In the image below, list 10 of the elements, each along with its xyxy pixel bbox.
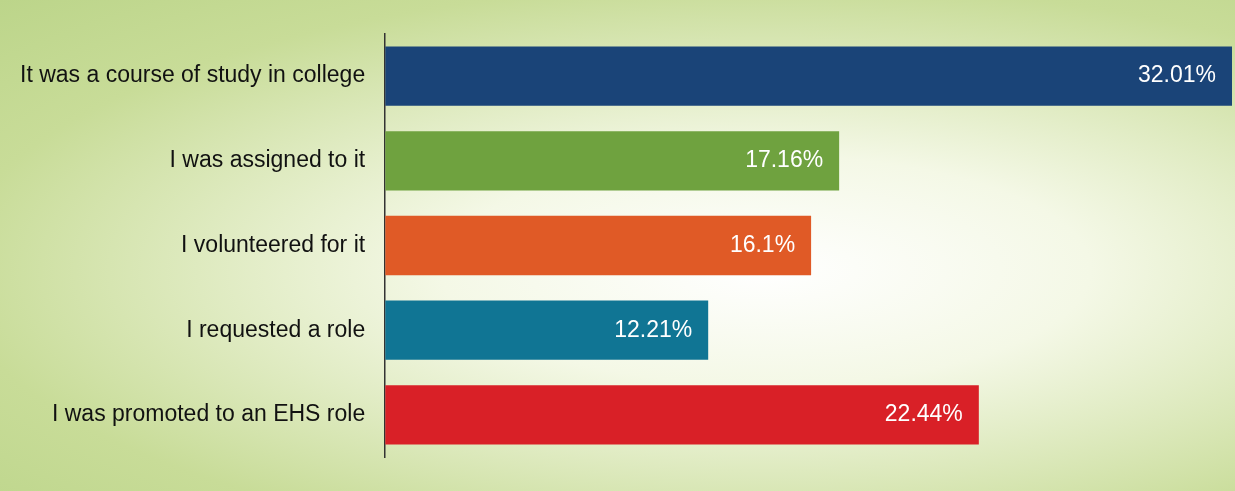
data-label: 22.44% (884, 400, 963, 427)
data-label: 12.21% (614, 315, 693, 342)
y-tick-label: It was a course of study in college (19, 61, 366, 88)
data-label: 17.16% (745, 146, 824, 173)
y-tick-label: I was assigned to it (169, 146, 366, 173)
data-label: 16.1% (729, 230, 796, 257)
data-label: 32.01% (1137, 61, 1216, 88)
y-tick-label: I requested a role (186, 315, 366, 342)
y-tick-label: I volunteered for it (181, 230, 366, 257)
y-tick-label: I was promoted to an EHS role (51, 400, 366, 427)
